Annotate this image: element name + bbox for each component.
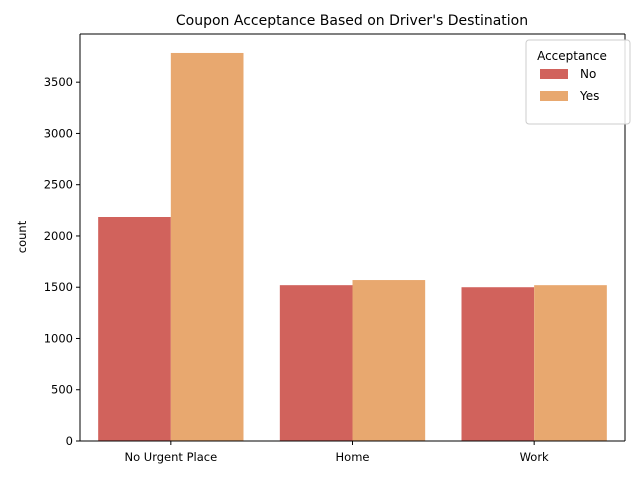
bar-no-urgent-place-no [98, 217, 171, 441]
x-tick-label: Home [336, 450, 370, 464]
y-tick-label: 3000 [44, 126, 73, 140]
y-tick-label: 1500 [44, 280, 73, 294]
bar-home-no [279, 285, 353, 441]
y-tick-label: 0 [66, 434, 73, 448]
bar-work-yes [534, 285, 607, 441]
bar-work-no [461, 287, 535, 441]
x-tick-label: No Urgent Place [125, 450, 218, 464]
y-tick-label: 3500 [44, 75, 73, 89]
y-tick-label: 2000 [44, 229, 73, 243]
y-tick-label: 500 [51, 383, 73, 397]
legend-label-yes: Yes [579, 89, 599, 103]
legend-label-no: No [580, 67, 596, 81]
legend-swatch-yes [540, 91, 568, 101]
legend-box [525, 39, 631, 125]
y-axis-label: count [15, 220, 29, 253]
y-tick-label: 1000 [44, 331, 73, 345]
axes-layer: 0 500 1000 1500 2000 2500 3000 3500 No Urgent Pl… [44, 33, 626, 464]
legend: Acceptance No Yes [525, 39, 631, 125]
bars-layer [98, 52, 607, 441]
x-tick-label: Work [520, 450, 549, 464]
legend-title: Acceptance [537, 49, 607, 63]
y-tick-label: 2500 [44, 178, 73, 192]
bar-home-yes [352, 280, 426, 441]
chart-title: Coupon Acceptance Based on Driver's Dest… [176, 13, 528, 29]
legend-swatch-no [540, 69, 568, 79]
bar-no-urgent-place-yes [170, 52, 244, 441]
